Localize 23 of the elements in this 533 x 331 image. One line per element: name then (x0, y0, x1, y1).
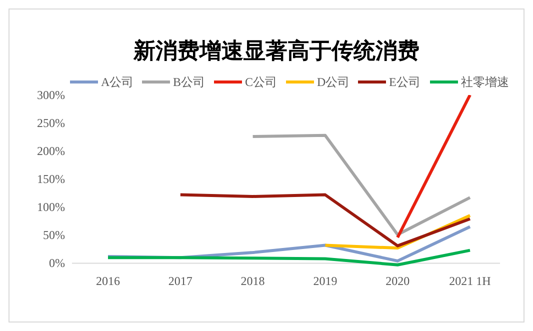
x-tick-label: 2019 (313, 274, 338, 288)
y-tick-label: 300% (37, 88, 65, 102)
x-tick-label: 2018 (240, 274, 265, 288)
y-tick-label: 100% (37, 200, 65, 214)
legend-label: B公司 (173, 75, 206, 89)
y-tick-label: 200% (37, 144, 65, 158)
chart-title: 新消费增速显著高于传统消费 (132, 38, 420, 64)
y-tick-label: 150% (37, 172, 65, 186)
line-series (251, 134, 472, 236)
y-tick-label: 0% (49, 256, 65, 270)
x-tick-label: 2021 1H (449, 274, 492, 288)
legend-label: A公司 (101, 75, 134, 89)
line-series (178, 193, 472, 248)
y-tick-label: 50% (43, 228, 65, 242)
legend-label: D公司 (317, 75, 350, 89)
legend-label: E公司 (389, 75, 420, 89)
x-tick-label: 2016 (96, 274, 120, 288)
legend-label: C公司 (245, 75, 278, 89)
line-series (106, 248, 472, 266)
legend-label: 社零增速 (461, 75, 509, 89)
x-tick-label: 2020 (386, 274, 410, 288)
y-tick-label: 250% (37, 116, 65, 130)
x-tick-label: 2017 (168, 274, 192, 288)
